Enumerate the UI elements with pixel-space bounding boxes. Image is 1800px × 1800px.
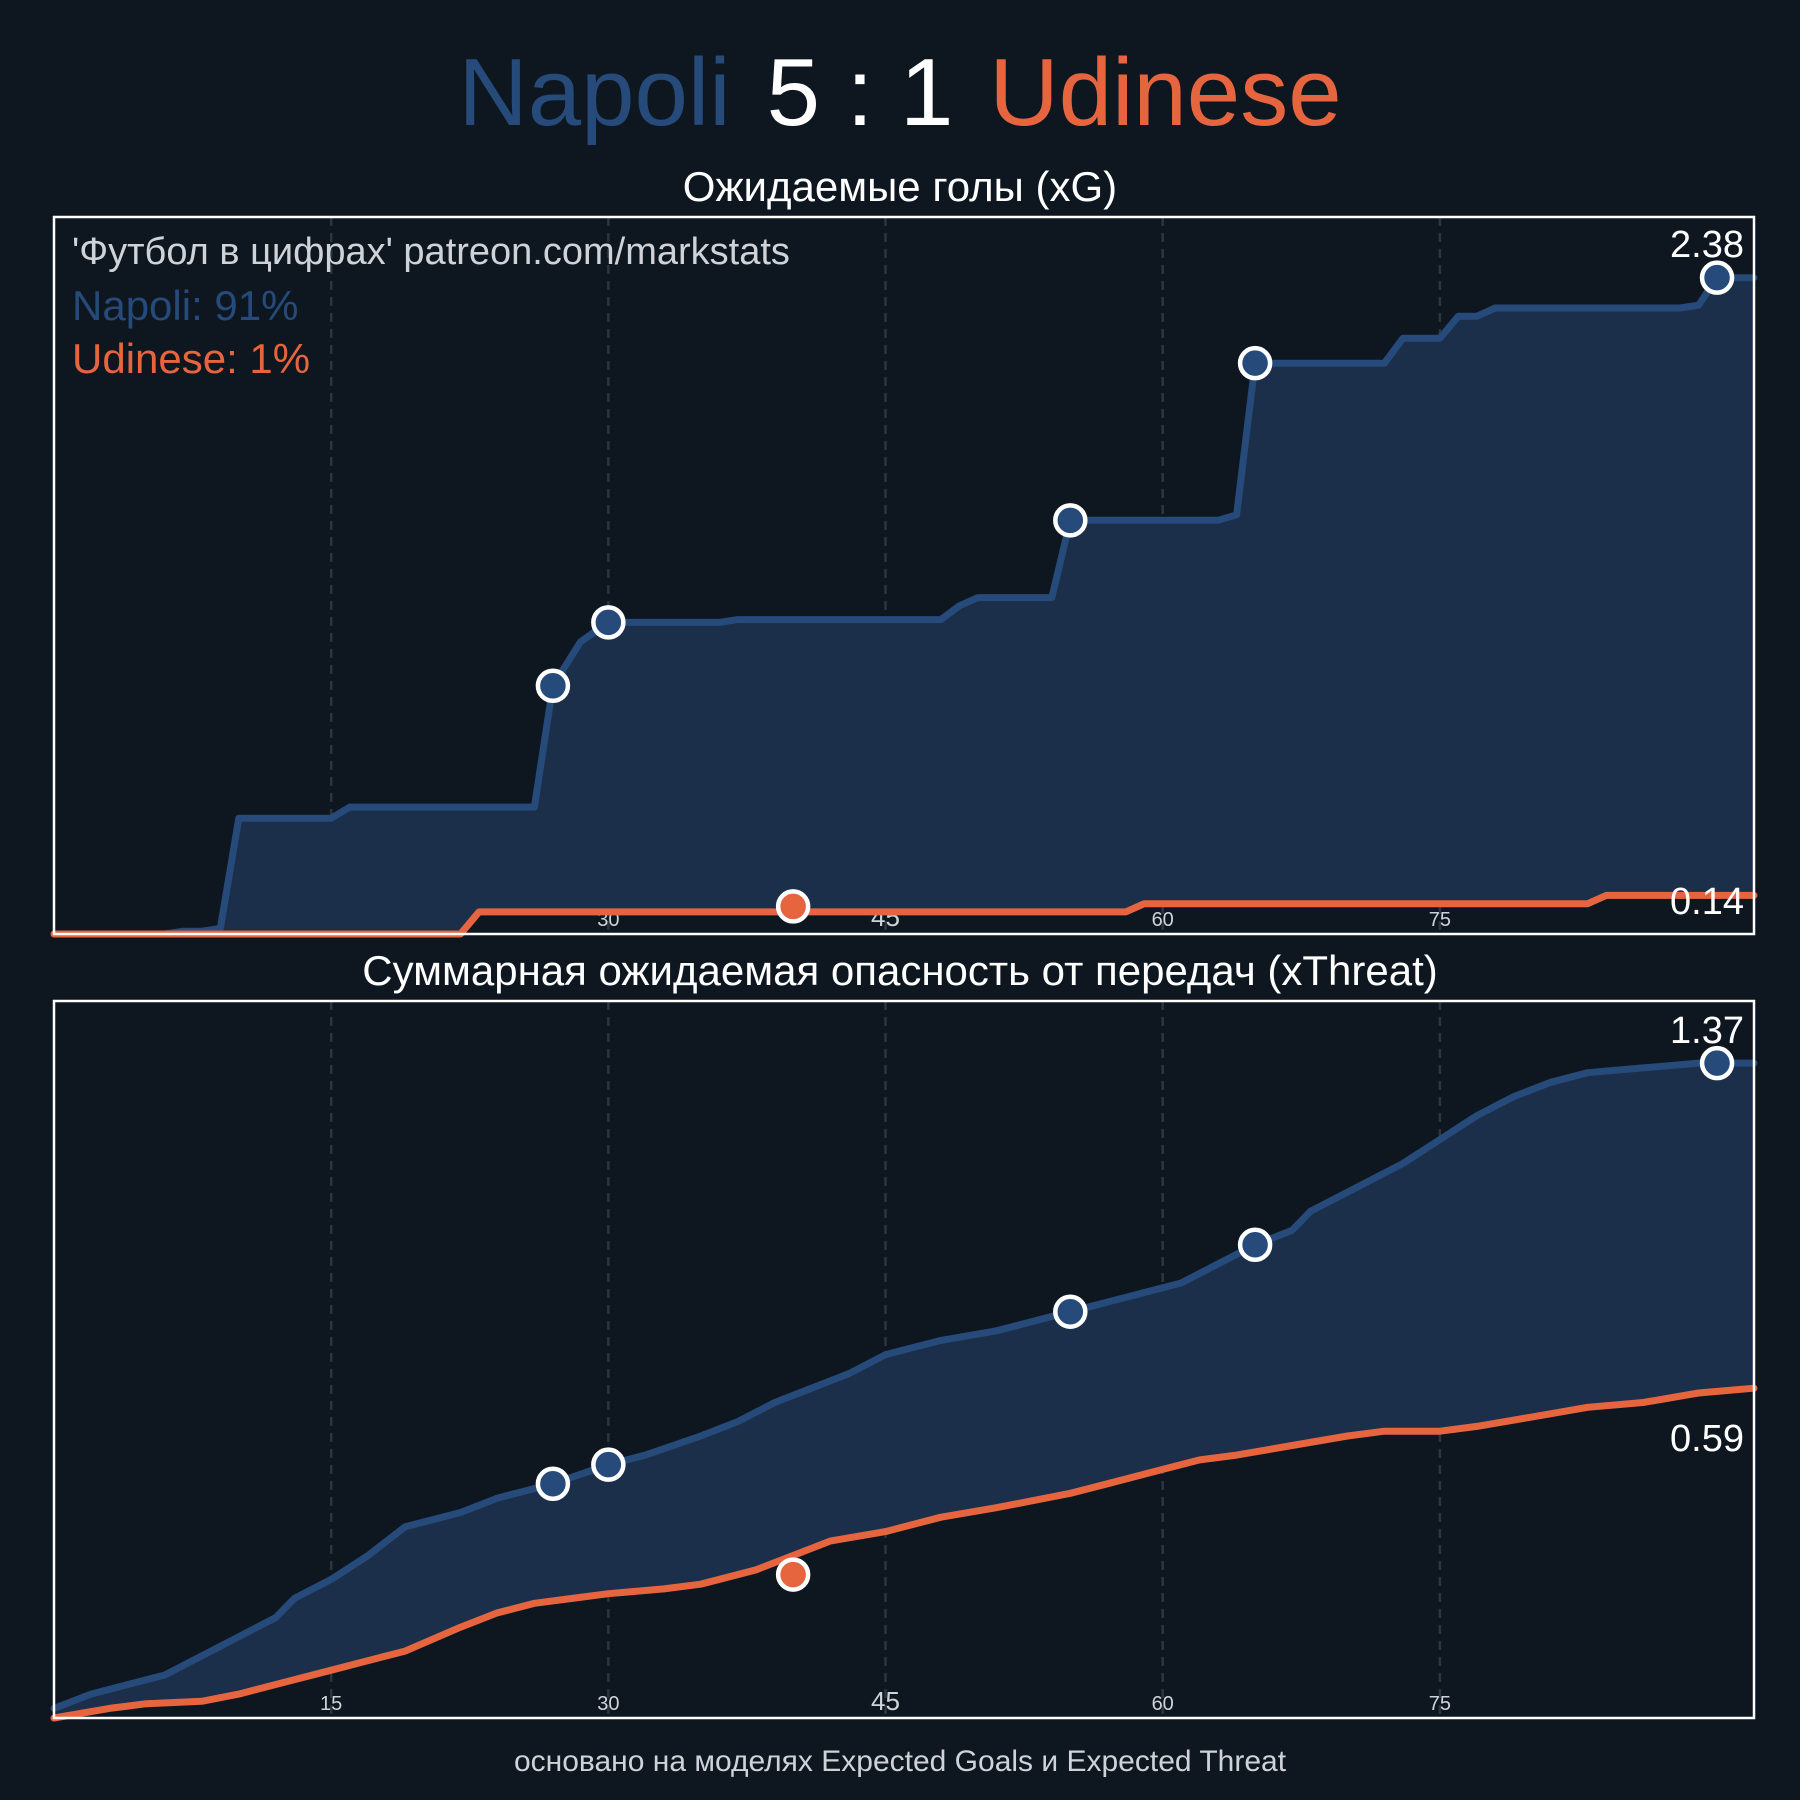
- xthreat-end-value-label: 0.59: [1670, 1418, 1744, 1460]
- xthreat-series-napoli-line: [50, 1059, 1758, 1712]
- away-team-name: Udinese: [989, 39, 1342, 146]
- xg-chart: 15304560752.380.14: [50, 215, 1758, 938]
- xthreat-chart: 15 30 45 60 75 1.37 0.59: [50, 999, 1758, 1722]
- xg-series-napoli-line: [50, 274, 1758, 938]
- xg-napoli-goal-marker: [535, 668, 571, 704]
- xg-end-value-label: 2.38: [1670, 224, 1744, 266]
- xg-area-between: [54, 277, 1754, 934]
- xg-series-udinese-line: [50, 891, 1758, 938]
- xg-napoli-goal-marker: [1053, 503, 1088, 538]
- xg-napoli-goal-marker: [1699, 260, 1735, 295]
- xthreat-x-tick-label: 45: [871, 1686, 900, 1716]
- xthreat-napoli-goal-marker: [1053, 1294, 1088, 1329]
- xg-chart-title: Ожидаемые голы (xG): [682, 163, 1118, 210]
- xthreat-napoli-goal-marker: [1699, 1045, 1735, 1081]
- xg-x-tick-label: 75: [1429, 909, 1451, 931]
- credit-text: 'Футбол в цифрах' patreon.com/markstats: [72, 231, 790, 273]
- xthreat-area-between: [54, 1063, 1754, 1718]
- xthreat-udinese-goal-marker: [775, 1557, 811, 1592]
- xthreat-napoli-goal-marker: [535, 1466, 571, 1502]
- xthreat-napoli-goal-marker: [1237, 1227, 1273, 1263]
- xthreat-napoli-goal-marker: [591, 1447, 626, 1482]
- xthreat-x-tick-label: 30: [597, 1693, 619, 1715]
- xthreat-x-tick-label: 60: [1152, 1693, 1174, 1715]
- xg-napoli-goal-marker: [1237, 345, 1273, 381]
- xthreat-axes-frame: [52, 999, 1756, 1720]
- xthreat-x-tick-label: 15: [320, 1693, 342, 1715]
- xg-axes-frame: [52, 215, 1756, 936]
- footer-note: основано на моделях Expected Goals и Exp…: [513, 1745, 1287, 1778]
- xg-end-value-label: 0.14: [1670, 881, 1744, 923]
- xg-x-tick-label: 60: [1152, 909, 1174, 931]
- xthreat-x-tick-label: 75: [1429, 1693, 1451, 1715]
- match-header: Napoli 5 : 1 Udinese: [0, 38, 1800, 148]
- away-win-probability: Udinese: 1%: [72, 335, 311, 382]
- home-win-probability: Napoli: 91%: [72, 282, 299, 329]
- match-score: 5 : 1: [766, 39, 954, 146]
- home-team-name: Napoli: [458, 39, 731, 146]
- xg-udinese-goal-marker: [775, 889, 811, 924]
- xthreat-chart-title: Суммарная ожидаемая опасность от передач…: [362, 947, 1438, 994]
- xthreat-end-value-label: 1.37: [1670, 1010, 1744, 1052]
- xg-napoli-goal-marker: [591, 605, 626, 640]
- xthreat-series-udinese-line: [50, 1384, 1758, 1722]
